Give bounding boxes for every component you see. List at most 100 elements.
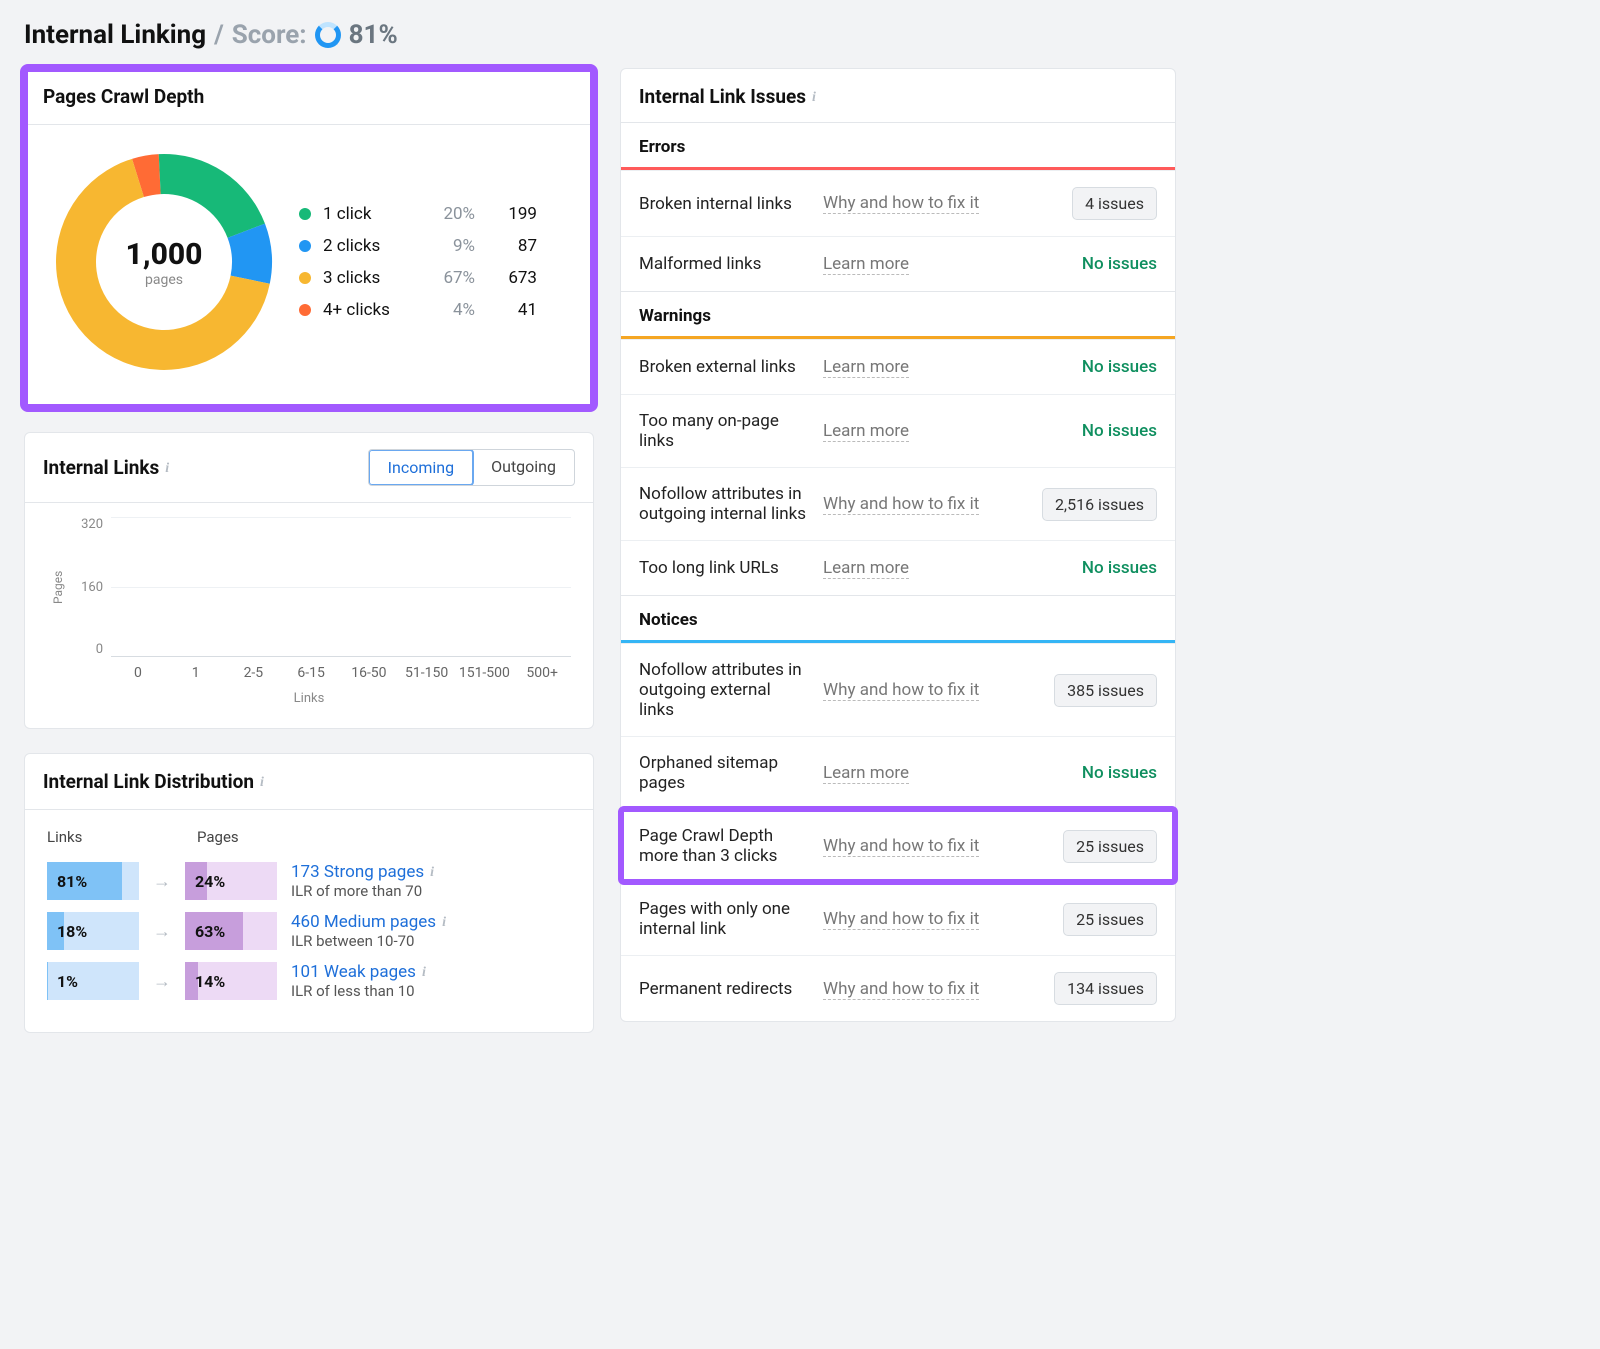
toggle-incoming[interactable]: Incoming <box>368 449 474 486</box>
y-tick: 320 <box>65 517 103 532</box>
no-issues-label: No issues <box>1082 254 1157 274</box>
score-label: Score: <box>232 20 307 50</box>
donut-legend: 1 click20%1992 clicks9%873 clicks67%6734… <box>299 198 569 326</box>
internal-links-card: Internal Links i Incoming Outgoing Pages… <box>24 432 594 729</box>
issue-row[interactable]: Broken external linksLearn moreNo issues <box>621 339 1175 394</box>
issue-name: Nofollow attributes in outgoing internal… <box>639 484 809 524</box>
distribution-row: 81%→24%173 Strong pages iILR of more tha… <box>47 856 571 906</box>
issue-help-link[interactable]: Why and how to fix it <box>823 680 979 701</box>
issue-help-link[interactable]: Learn more <box>823 558 909 579</box>
legend-pct: 67% <box>419 268 475 288</box>
issue-group-label: Errors <box>621 122 1175 167</box>
info-icon[interactable]: i <box>442 915 456 929</box>
issue-count-badge[interactable]: 2,516 issues <box>1042 488 1157 521</box>
x-axis-title: Links <box>47 681 571 706</box>
legend-row[interactable]: 1 click20%199 <box>299 198 569 230</box>
crawl-depth-card: Pages Crawl Depth 1,000 pages 1 click20%… <box>24 68 594 408</box>
issue-name: Permanent redirects <box>639 979 809 999</box>
issue-count-badge[interactable]: 385 issues <box>1054 674 1157 707</box>
pages-bar[interactable]: 63% <box>185 912 277 950</box>
issue-help-link[interactable]: Why and how to fix it <box>823 909 979 930</box>
issue-name: Broken internal links <box>639 194 809 214</box>
header-separator: / <box>214 20 224 50</box>
issue-help-link[interactable]: Learn more <box>823 357 909 378</box>
issue-help-link[interactable]: Learn more <box>823 254 909 275</box>
info-icon[interactable]: i <box>430 865 444 879</box>
dist-col-links: Links <box>47 828 159 846</box>
info-icon[interactable]: i <box>422 965 436 979</box>
y-tick: 0 <box>65 642 103 657</box>
issue-row[interactable]: Pages with only one internal linkWhy and… <box>621 882 1175 955</box>
no-issues-label: No issues <box>1082 558 1157 578</box>
links-toggle: Incoming Outgoing <box>368 449 575 486</box>
issue-count-badge[interactable]: 134 issues <box>1054 972 1157 1005</box>
issue-help-link[interactable]: Learn more <box>823 421 909 442</box>
legend-row[interactable]: 2 clicks9%87 <box>299 230 569 262</box>
info-icon[interactable]: i <box>165 461 179 475</box>
swatch-icon <box>299 272 311 284</box>
issue-name: Too long link URLs <box>639 558 809 578</box>
issue-help-link[interactable]: Learn more <box>823 763 909 784</box>
legend-pct: 9% <box>419 236 475 256</box>
pages-bar[interactable]: 14% <box>185 962 277 1000</box>
y-tick: 160 <box>65 580 103 595</box>
issues-card: Internal Link Issues i ErrorsBroken inte… <box>620 68 1176 1022</box>
x-label: 6-15 <box>282 657 340 681</box>
issue-row[interactable]: Malformed links Learn more No issues <box>621 236 1175 291</box>
x-axis-labels: 012-56-1516-5051-150151-500500+ <box>93 657 571 681</box>
distribution-sub: ILR of more than 70 <box>291 882 444 900</box>
issue-name: Broken external links <box>639 357 809 377</box>
issue-count-badge[interactable]: 4 issues <box>1072 187 1157 220</box>
legend-row[interactable]: 4+ clicks4%41 <box>299 294 569 326</box>
links-bar[interactable]: 1% <box>47 962 139 1000</box>
issues-title: Internal Link Issues <box>639 85 806 108</box>
issue-count-badge[interactable]: 25 issues <box>1063 903 1157 936</box>
issue-group-label: Warnings <box>621 291 1175 336</box>
issue-name: Malformed links <box>639 254 809 274</box>
legend-label: 4+ clicks <box>323 300 413 320</box>
links-bar[interactable]: 18% <box>47 912 139 950</box>
issue-row[interactable]: Page Crawl Depth more than 3 clicksWhy a… <box>621 809 1175 882</box>
issue-name: Orphaned sitemap pages <box>639 753 809 793</box>
toggle-outgoing[interactable]: Outgoing <box>473 450 574 485</box>
crawl-depth-title: Pages Crawl Depth <box>43 85 204 108</box>
x-label: 51-150 <box>398 657 456 681</box>
distribution-title: Internal Link Distribution <box>43 770 254 793</box>
pages-pct: 24% <box>185 872 225 891</box>
issue-help-link[interactable]: Why and how to fix it <box>823 193 979 214</box>
issue-row[interactable]: Nofollow attributes in outgoing external… <box>621 643 1175 736</box>
legend-row[interactable]: 3 clicks67%673 <box>299 262 569 294</box>
swatch-icon <box>299 304 311 316</box>
issue-count-badge[interactable]: 25 issues <box>1063 830 1157 863</box>
issue-help-link[interactable]: Why and how to fix it <box>823 979 979 1000</box>
links-pct: 18% <box>47 922 87 941</box>
distribution-link[interactable]: 101 Weak pages i <box>291 962 436 982</box>
no-issues-label: No issues <box>1082 763 1157 783</box>
distribution-link[interactable]: 173 Strong pages i <box>291 862 444 882</box>
info-icon[interactable]: i <box>812 90 826 104</box>
bar-chart <box>111 517 571 657</box>
distribution-link[interactable]: 460 Medium pages i <box>291 912 456 932</box>
legend-label: 1 click <box>323 204 413 224</box>
issue-row[interactable]: Too long link URLs Learn more No issues <box>621 540 1175 595</box>
legend-label: 3 clicks <box>323 268 413 288</box>
distribution-sub: ILR of less than 10 <box>291 982 436 1000</box>
legend-count: 41 <box>481 300 537 320</box>
issue-help-link[interactable]: Why and how to fix it <box>823 494 979 515</box>
links-bar[interactable]: 81% <box>47 862 139 900</box>
issue-row[interactable]: Broken internal links Why and how to fix … <box>621 170 1175 236</box>
issue-row[interactable]: Too many on-page linksLearn moreNo issue… <box>621 394 1175 467</box>
y-axis-label: Pages <box>47 517 65 657</box>
issue-row[interactable]: Orphaned sitemap pages Learn more No issue… <box>621 736 1175 809</box>
legend-count: 87 <box>481 236 537 256</box>
pages-bar[interactable]: 24% <box>185 862 277 900</box>
score-value: 81% <box>349 20 398 50</box>
issue-name: Too many on-page links <box>639 411 809 451</box>
issue-row[interactable]: Nofollow attributes in outgoing internal… <box>621 467 1175 540</box>
legend-count: 199 <box>481 204 537 224</box>
internal-links-title: Internal Links <box>43 456 159 479</box>
distribution-row: 18%→63%460 Medium pages iILR between 10-… <box>47 906 571 956</box>
issue-help-link[interactable]: Why and how to fix it <box>823 836 979 857</box>
issue-row[interactable]: Permanent redirects Why and how to fix it… <box>621 955 1175 1021</box>
info-icon[interactable]: i <box>260 775 274 789</box>
